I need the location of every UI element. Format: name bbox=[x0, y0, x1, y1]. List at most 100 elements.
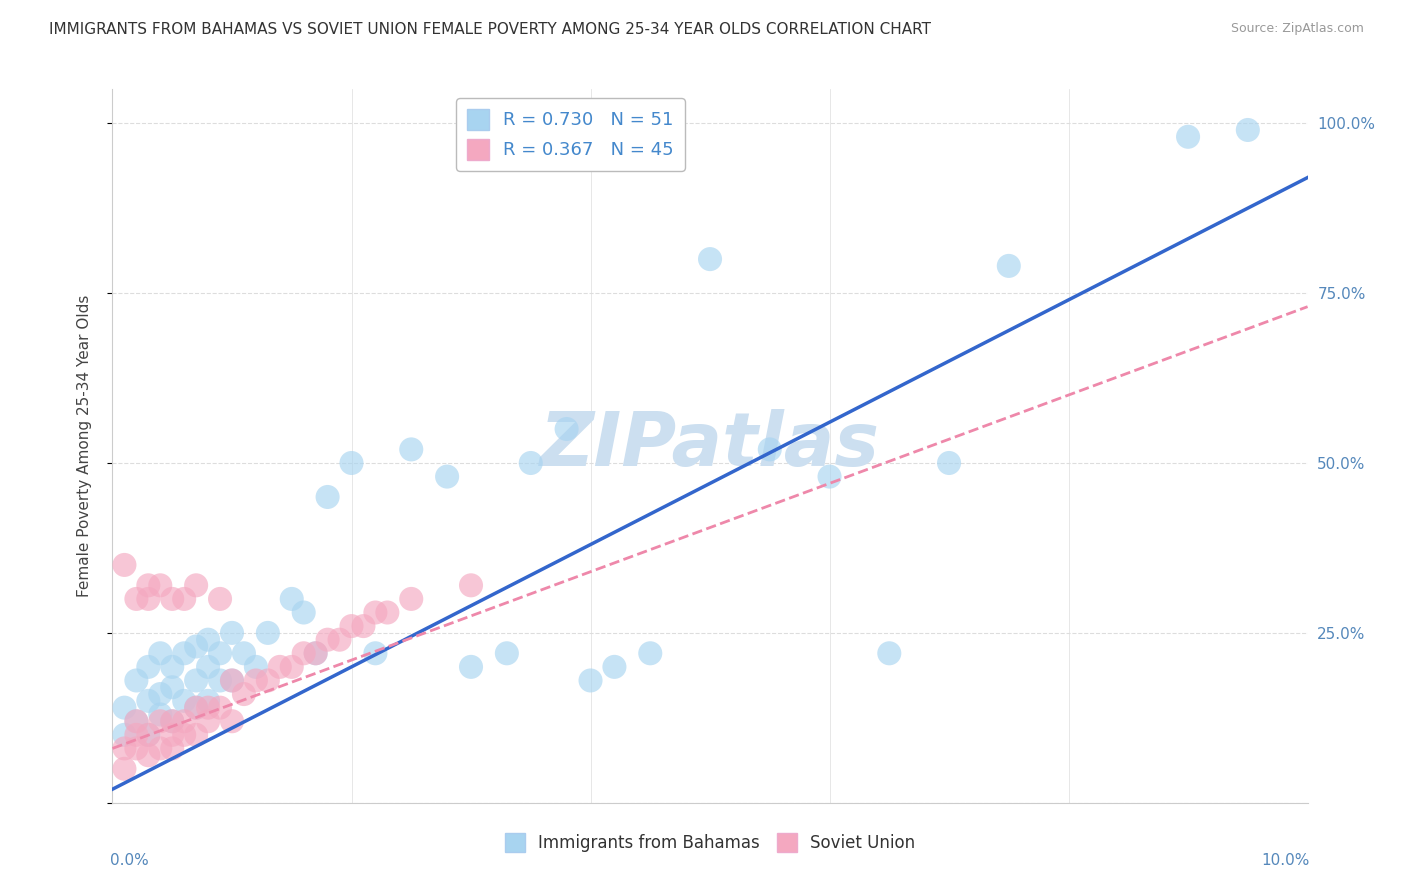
Point bbox=[173, 714, 195, 729]
Point bbox=[186, 673, 208, 688]
Point bbox=[603, 660, 626, 674]
Point bbox=[149, 741, 172, 756]
Point bbox=[125, 728, 148, 742]
Point bbox=[305, 646, 328, 660]
Point bbox=[149, 707, 172, 722]
Point bbox=[460, 578, 482, 592]
Point bbox=[138, 748, 160, 763]
Point bbox=[138, 660, 160, 674]
Point bbox=[162, 714, 183, 729]
Point bbox=[377, 606, 399, 620]
Point bbox=[305, 646, 328, 660]
Point bbox=[281, 660, 304, 674]
Point bbox=[759, 442, 782, 457]
Point bbox=[316, 490, 339, 504]
Point bbox=[520, 456, 543, 470]
Point bbox=[125, 741, 148, 756]
Point bbox=[186, 700, 208, 714]
Text: 0.0%: 0.0% bbox=[110, 853, 149, 868]
Point bbox=[221, 714, 243, 729]
Point bbox=[138, 578, 160, 592]
Point bbox=[197, 700, 219, 714]
Point bbox=[186, 578, 208, 592]
Point bbox=[699, 252, 721, 266]
Text: IMMIGRANTS FROM BAHAMAS VS SOVIET UNION FEMALE POVERTY AMONG 25-34 YEAR OLDS COR: IMMIGRANTS FROM BAHAMAS VS SOVIET UNION … bbox=[49, 22, 931, 37]
Point bbox=[186, 700, 208, 714]
Point bbox=[364, 606, 387, 620]
Point bbox=[245, 660, 267, 674]
Point bbox=[269, 660, 291, 674]
Point bbox=[162, 728, 183, 742]
Point bbox=[998, 259, 1021, 273]
Point bbox=[138, 728, 160, 742]
Point bbox=[640, 646, 662, 660]
Point bbox=[401, 591, 423, 606]
Point bbox=[149, 578, 172, 592]
Point bbox=[138, 728, 160, 742]
Point bbox=[209, 673, 232, 688]
Point bbox=[173, 591, 195, 606]
Point bbox=[292, 646, 315, 660]
Point bbox=[114, 700, 135, 714]
Point bbox=[125, 714, 148, 729]
Point bbox=[125, 673, 148, 688]
Point bbox=[555, 422, 578, 436]
Point bbox=[114, 762, 135, 776]
Point bbox=[245, 673, 267, 688]
Point bbox=[281, 591, 304, 606]
Legend: Immigrants from Bahamas, Soviet Union: Immigrants from Bahamas, Soviet Union bbox=[498, 826, 922, 859]
Point bbox=[197, 694, 219, 708]
Point bbox=[233, 687, 256, 701]
Point bbox=[340, 619, 363, 633]
Point bbox=[114, 558, 135, 572]
Point bbox=[173, 646, 195, 660]
Text: ZIPatlas: ZIPatlas bbox=[540, 409, 880, 483]
Point bbox=[329, 632, 352, 647]
Point bbox=[197, 660, 219, 674]
Point bbox=[364, 646, 387, 660]
Point bbox=[316, 632, 339, 647]
Point bbox=[436, 469, 458, 483]
Point bbox=[879, 646, 901, 660]
Point bbox=[125, 714, 148, 729]
Point bbox=[818, 469, 841, 483]
Point bbox=[162, 714, 183, 729]
Text: 10.0%: 10.0% bbox=[1261, 853, 1310, 868]
Point bbox=[221, 673, 243, 688]
Point bbox=[1177, 129, 1199, 144]
Point bbox=[209, 646, 232, 660]
Y-axis label: Female Poverty Among 25-34 Year Olds: Female Poverty Among 25-34 Year Olds bbox=[77, 295, 91, 597]
Point bbox=[221, 626, 243, 640]
Point bbox=[149, 646, 172, 660]
Point bbox=[138, 694, 160, 708]
Point bbox=[401, 442, 423, 457]
Point bbox=[173, 694, 195, 708]
Point bbox=[173, 728, 195, 742]
Point bbox=[149, 714, 172, 729]
Point bbox=[460, 660, 482, 674]
Point bbox=[496, 646, 519, 660]
Point bbox=[1237, 123, 1260, 137]
Point bbox=[149, 687, 172, 701]
Point bbox=[353, 619, 375, 633]
Point bbox=[138, 591, 160, 606]
Point bbox=[257, 626, 280, 640]
Point bbox=[197, 632, 219, 647]
Point bbox=[938, 456, 960, 470]
Point bbox=[579, 673, 602, 688]
Point bbox=[162, 680, 183, 694]
Point bbox=[162, 741, 183, 756]
Point bbox=[209, 591, 232, 606]
Point bbox=[114, 741, 135, 756]
Point bbox=[257, 673, 280, 688]
Point bbox=[114, 728, 135, 742]
Point bbox=[162, 660, 183, 674]
Point bbox=[221, 673, 243, 688]
Point bbox=[186, 728, 208, 742]
Point bbox=[209, 700, 232, 714]
Point bbox=[292, 606, 315, 620]
Point bbox=[186, 640, 208, 654]
Point bbox=[162, 591, 183, 606]
Point bbox=[233, 646, 256, 660]
Point bbox=[125, 591, 148, 606]
